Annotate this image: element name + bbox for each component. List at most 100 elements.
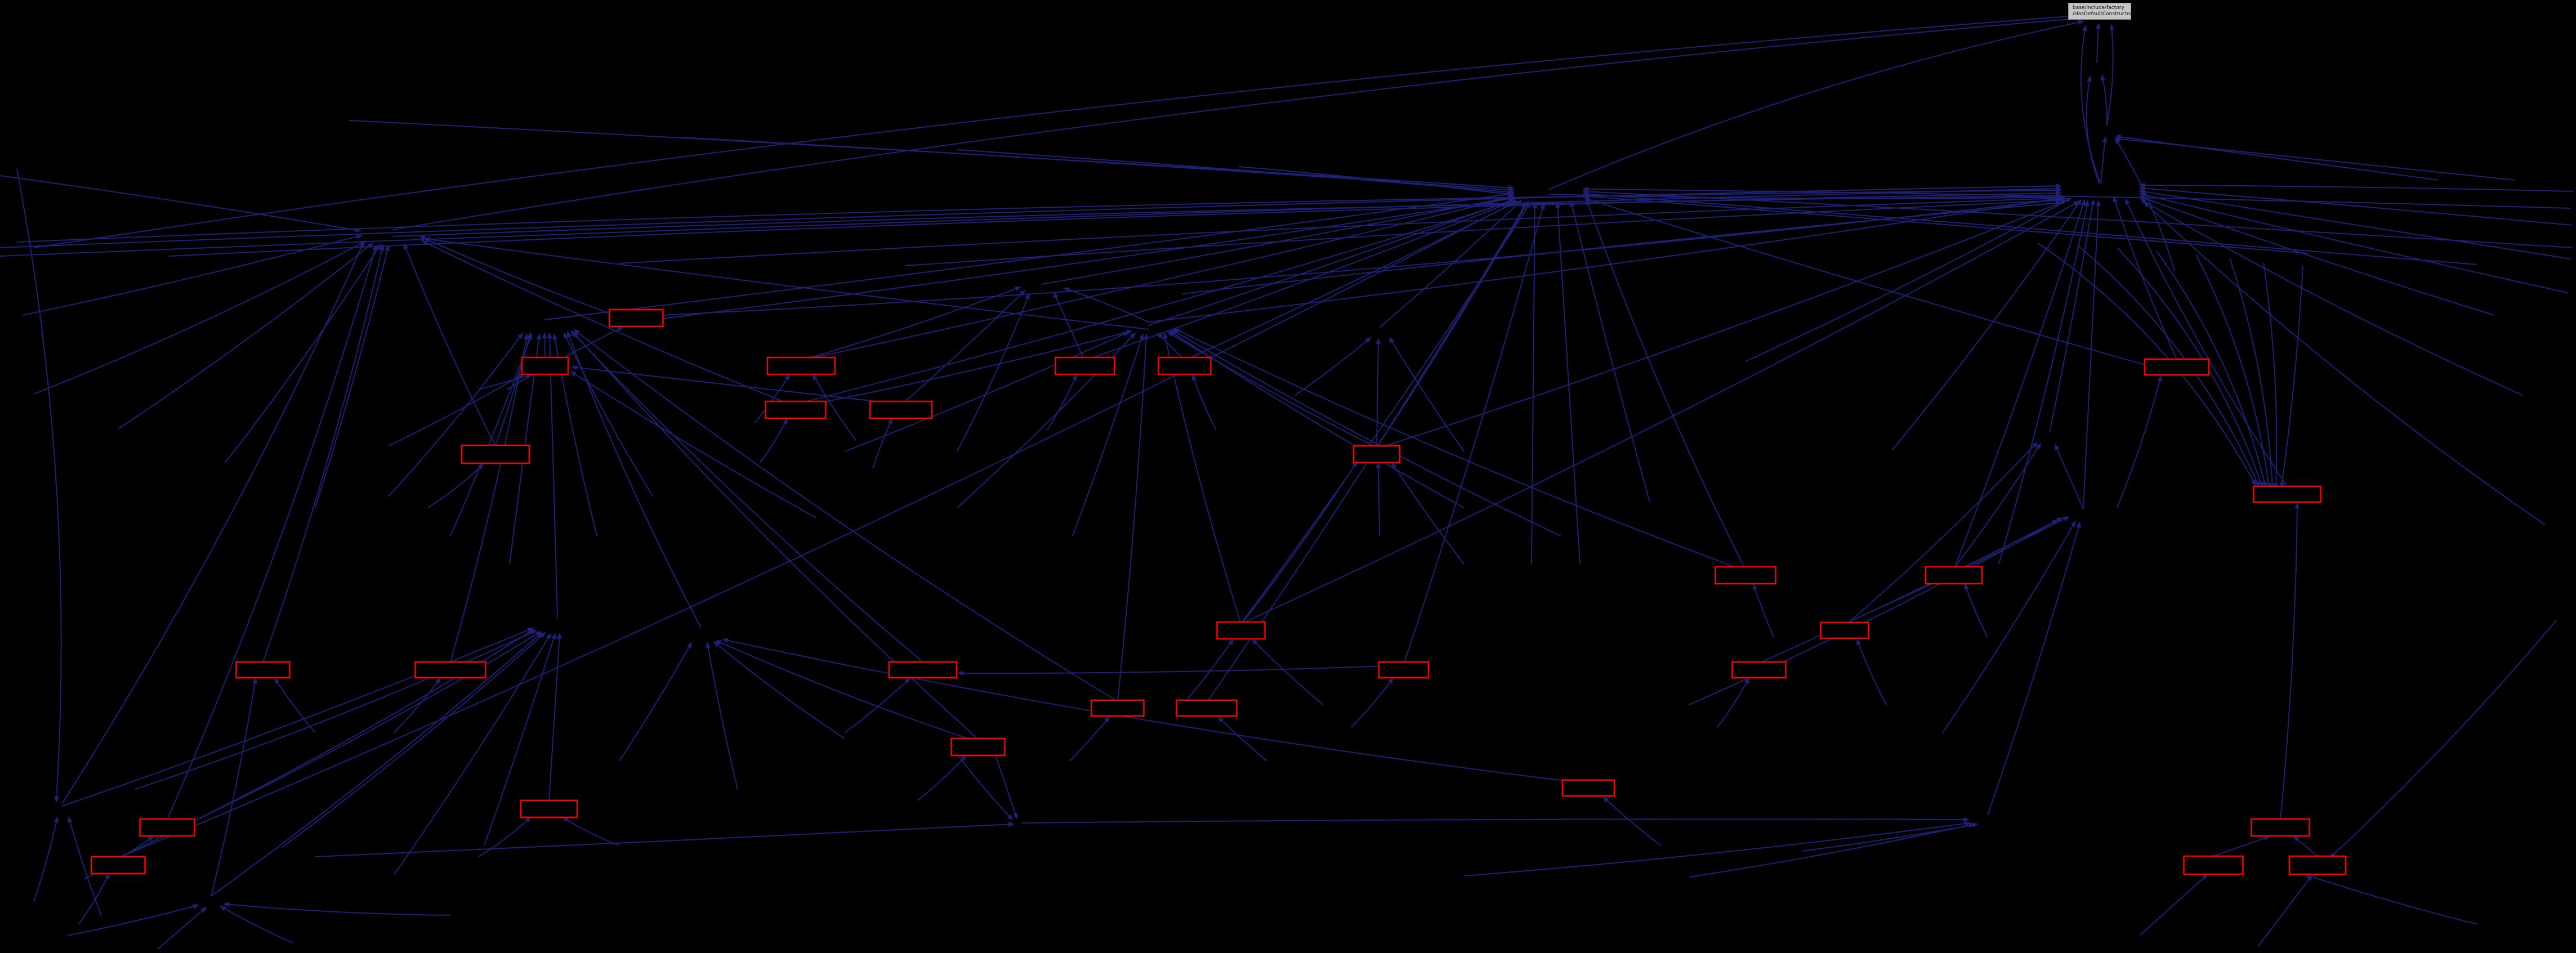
include-edge bbox=[1184, 201, 1518, 361]
include-edge bbox=[572, 331, 979, 740]
include-edge bbox=[2114, 137, 2175, 272]
truncated-node[interactable] bbox=[414, 661, 486, 679]
include-edge bbox=[223, 902, 451, 916]
include-edge bbox=[1182, 638, 1234, 705]
include-edge bbox=[1376, 462, 1381, 536]
include-edge bbox=[1555, 202, 1581, 565]
truncated-node[interactable] bbox=[1731, 661, 1787, 679]
include-edge bbox=[1856, 638, 1887, 705]
include-edge bbox=[167, 244, 377, 820]
include-edge bbox=[419, 236, 637, 324]
include-edge bbox=[2293, 835, 2318, 857]
truncated-node[interactable] bbox=[888, 661, 958, 679]
include-edge bbox=[1389, 337, 1465, 452]
truncated-node[interactable] bbox=[2288, 855, 2347, 875]
include-edge bbox=[760, 418, 788, 463]
include-edge bbox=[2100, 136, 2108, 184]
include-edge bbox=[388, 332, 524, 497]
include-edge bbox=[1351, 677, 1394, 728]
include-edge bbox=[1964, 583, 1988, 638]
truncated-node[interactable] bbox=[2251, 818, 2310, 837]
include-edge bbox=[1463, 821, 1971, 876]
truncated-node[interactable] bbox=[1378, 661, 1430, 679]
include-edge bbox=[0, 186, 2062, 257]
include-edge bbox=[2115, 134, 2439, 181]
include-edge bbox=[1063, 287, 1149, 323]
include-edge bbox=[1403, 203, 1545, 665]
include-edge bbox=[636, 196, 2066, 317]
truncated-node[interactable] bbox=[461, 444, 530, 464]
include-edge bbox=[2117, 375, 2163, 508]
edge-layer bbox=[0, 14, 2574, 950]
include-edge bbox=[1801, 822, 1979, 852]
include-edge bbox=[1569, 200, 1650, 503]
truncated-node[interactable] bbox=[1715, 566, 1776, 585]
include-edge bbox=[795, 329, 1133, 408]
include-edge bbox=[957, 754, 1014, 821]
truncated-node[interactable] bbox=[2253, 485, 2321, 503]
include-edge bbox=[562, 816, 620, 846]
include-edge bbox=[1182, 200, 2062, 294]
include-edge bbox=[16, 168, 62, 803]
include-edge bbox=[404, 243, 496, 447]
truncated-node[interactable] bbox=[2144, 358, 2210, 376]
truncated-node[interactable] bbox=[1091, 699, 1145, 717]
include-edge bbox=[118, 242, 374, 429]
truncated-node[interactable] bbox=[91, 856, 146, 875]
include-edge bbox=[1240, 201, 2080, 624]
include-edge bbox=[2213, 835, 2270, 857]
truncated-node[interactable] bbox=[1561, 779, 1615, 797]
truncated-node[interactable] bbox=[1176, 699, 1238, 717]
include-edge bbox=[281, 632, 546, 848]
truncated-node[interactable] bbox=[1158, 356, 1212, 375]
include-edge bbox=[1717, 677, 1749, 728]
include-edge bbox=[957, 293, 1030, 452]
truncated-node[interactable] bbox=[2183, 855, 2244, 875]
include-edge bbox=[315, 244, 390, 508]
include-edge bbox=[619, 642, 692, 762]
include-edge bbox=[2086, 75, 2100, 184]
include-edge bbox=[484, 633, 556, 846]
include-edge bbox=[1069, 716, 1110, 762]
include-edge bbox=[315, 821, 1015, 857]
include-edge bbox=[394, 633, 552, 875]
truncated-node[interactable] bbox=[765, 400, 827, 419]
truncated-node[interactable] bbox=[1820, 621, 1869, 639]
include-edge bbox=[68, 816, 102, 916]
include-edge bbox=[2329, 620, 2557, 859]
truncated-node[interactable] bbox=[609, 308, 664, 328]
include-edge bbox=[844, 677, 911, 733]
include-edge bbox=[2257, 874, 2313, 947]
include-edge bbox=[478, 816, 532, 857]
include-edge bbox=[211, 632, 543, 897]
include-edge bbox=[1987, 521, 2081, 816]
include-edge bbox=[1148, 198, 1516, 326]
truncated-node[interactable] bbox=[766, 356, 836, 375]
include-edge bbox=[2139, 195, 2495, 316]
include-edge bbox=[1531, 202, 1538, 565]
truncated-node[interactable] bbox=[869, 400, 933, 419]
include-edge bbox=[1844, 441, 2038, 627]
include-edge bbox=[2229, 257, 2275, 490]
truncated-node[interactable] bbox=[950, 737, 1006, 757]
include-edge bbox=[2139, 874, 2208, 936]
include-edge bbox=[1891, 199, 2082, 451]
include-edge bbox=[801, 195, 1514, 361]
include-edge bbox=[2096, 23, 2101, 64]
include-edge bbox=[1586, 199, 1746, 570]
truncated-node[interactable] bbox=[520, 799, 578, 818]
truncated-node[interactable] bbox=[1925, 566, 1983, 585]
include-edge bbox=[0, 183, 2062, 248]
root-node[interactable]: base/include/factory /HasDefaultConstruc… bbox=[2068, 3, 2136, 20]
truncated-node[interactable] bbox=[521, 356, 569, 375]
include-edge bbox=[1583, 197, 2177, 374]
truncated-node[interactable] bbox=[235, 661, 291, 679]
include-edge bbox=[812, 374, 856, 441]
truncated-node[interactable] bbox=[139, 818, 195, 837]
truncated-node[interactable] bbox=[1216, 621, 1266, 640]
truncated-node[interactable] bbox=[1352, 445, 1401, 464]
include-edge bbox=[2279, 265, 2303, 489]
include-edge bbox=[2055, 444, 2084, 509]
include-edge bbox=[1582, 189, 2573, 248]
truncated-node[interactable] bbox=[1055, 356, 1115, 375]
